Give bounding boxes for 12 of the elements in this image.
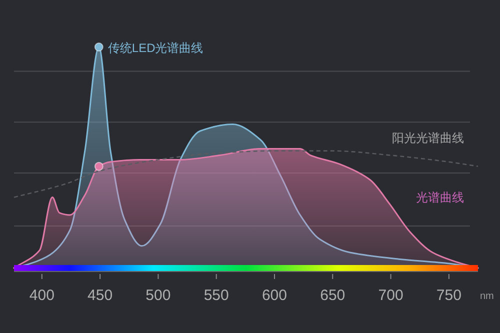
x-axis-title: nm [480,291,494,302]
x-tick-label: 650 [320,287,346,304]
x-tick-label: 400 [29,287,54,304]
x-tick-label: 600 [262,287,288,304]
series-label: 传统LED光谱曲线 [108,41,204,55]
x-tick-label: 500 [146,287,171,304]
x-tick-label: 550 [204,287,229,304]
x-tick-label: 750 [436,287,462,304]
series-label: 光谱曲线 [416,190,464,205]
x-tick-label: 450 [88,287,113,304]
series-label: 阳光光谱曲线 [392,131,464,146]
x-tick-label: 700 [378,287,404,304]
